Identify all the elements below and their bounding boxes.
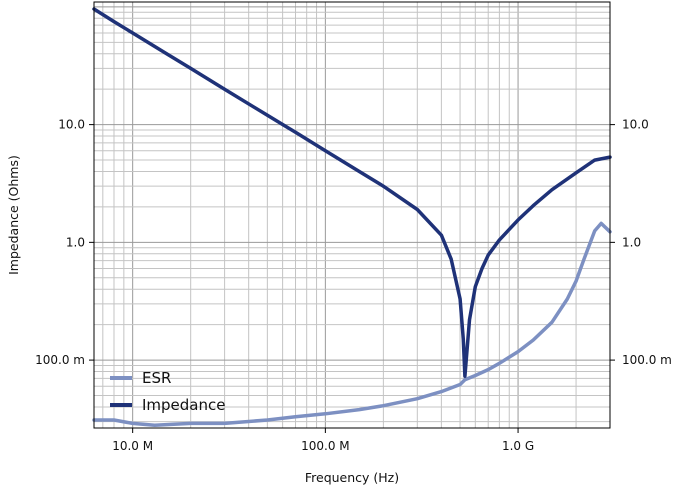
chart-legend: ESR Impedance — [110, 369, 225, 414]
y-tick-label-right: 100.0 m — [622, 353, 672, 367]
y-tick-label-left: 10.0 — [58, 118, 85, 132]
y-tick-label-right: 1.0 — [622, 235, 641, 249]
x-tick-label: 10.0 M — [112, 439, 153, 453]
tick-labels: 10.0 M 100.0 M 1.0 G 100.0 m 100.0 m 1.0 1.0 10… — [35, 118, 672, 453]
series-line-impedance — [92, 7, 612, 378]
legend-label-esr: ESR — [142, 369, 171, 387]
x-axis-label: Frequency (Hz) — [305, 470, 399, 485]
y-tick-label-left: 100.0 m — [35, 353, 85, 367]
chart-grid — [94, 2, 611, 428]
plot-frame — [93, 1, 611, 429]
y-tick-label-right: 10.0 — [622, 118, 649, 132]
legend-label-impedance: Impedance — [142, 396, 225, 414]
series-line-esr — [92, 221, 612, 427]
y-axis-label: Impedance (Ohms) — [6, 155, 21, 275]
chart-series — [92, 7, 612, 427]
axis-ticks — [89, 124, 615, 433]
x-tick-label: 100.0 M — [301, 439, 350, 453]
y-tick-label-left: 1.0 — [66, 235, 85, 249]
x-tick-label: 1.0 G — [502, 439, 534, 453]
